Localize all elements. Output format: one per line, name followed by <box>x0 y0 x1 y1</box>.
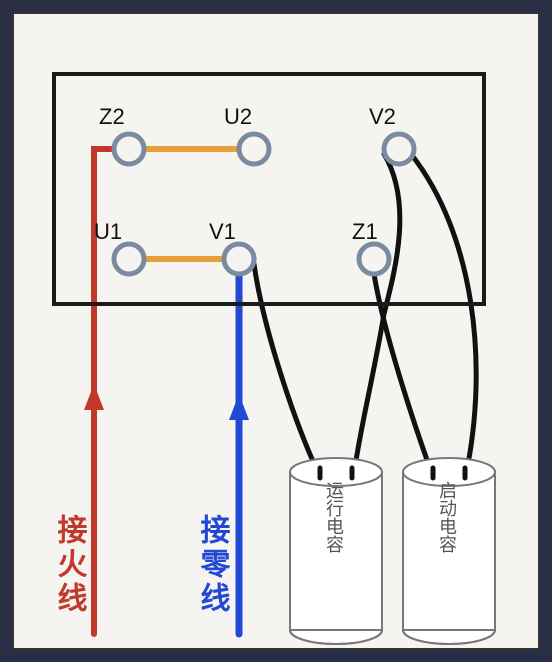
wire-run_cap_b <box>354 154 400 474</box>
terminal-label-V1: V1 <box>209 219 236 244</box>
terminal-Z1 <box>359 244 389 274</box>
capacitor-label-start: 启动电容 <box>437 481 457 553</box>
wire-label-live: 接火线 <box>53 514 88 616</box>
wiring-diagram: Z2 U2 V2 U1 V1 Z1 接火线 接零线 运行电容 启动电容 <box>14 14 542 652</box>
arrow-neutral <box>229 394 249 420</box>
capacitor-label-run: 运行电容 <box>324 481 344 553</box>
wire-start_cap_b <box>411 154 476 474</box>
terminal-V2 <box>384 134 414 164</box>
terminal-V1 <box>224 244 254 274</box>
arrow-live <box>84 384 104 410</box>
terminal-Z2 <box>114 134 144 164</box>
terminal-label-V2: V2 <box>369 104 396 129</box>
terminal-label-Z2: Z2 <box>99 104 125 129</box>
diagram-page: Z2 U2 V2 U1 V1 Z1 接火线 接零线 运行电容 启动电容 <box>12 12 540 650</box>
terminal-label-Z1: Z1 <box>352 219 378 244</box>
terminal-label-U1: U1 <box>94 219 122 244</box>
wire-label-neutral: 接零线 <box>196 514 231 616</box>
terminal-label-U2: U2 <box>224 104 252 129</box>
wire-run_cap_a <box>254 264 319 474</box>
terminal-U2 <box>239 134 269 164</box>
terminal-U1 <box>114 244 144 274</box>
